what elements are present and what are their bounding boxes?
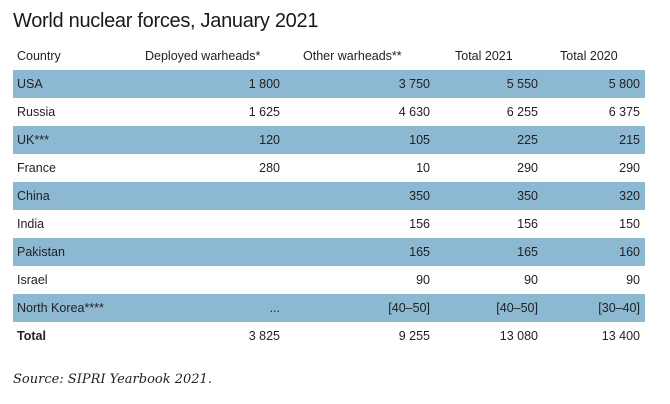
cell-total-2020: 320	[619, 189, 640, 203]
source-note: Source: SIPRI Yearbook 2021.	[13, 372, 212, 387]
cell-country: Russia	[17, 105, 56, 119]
table-row: UK*** 120 105 225 215	[13, 126, 645, 154]
cell-country: India	[17, 217, 45, 231]
header-total-2021: Total 2021	[455, 49, 513, 63]
cell-deployed: 280	[259, 161, 280, 175]
cell-total-2020: 150	[619, 217, 640, 231]
table-header-row: Country Deployed warheads* Other warhead…	[13, 43, 645, 70]
cell-total-2020: 6 375	[608, 105, 640, 119]
cell-total-2021: 156	[517, 217, 538, 231]
table-row: North Korea****... [40–50] [40–50] [30–40]	[13, 294, 645, 322]
cell-total-2021: 5 550	[506, 77, 538, 91]
table-title: World nuclear forces, January 2021	[13, 10, 319, 32]
total-2021: 13 080	[499, 329, 538, 343]
cell-total-2021: 90	[524, 273, 538, 287]
cell-other: 156	[409, 217, 430, 231]
cell-deployed: ...	[269, 301, 280, 315]
cell-other: 90	[416, 273, 430, 287]
table-row: China 350 350 320	[13, 182, 645, 210]
cell-country: Pakistan	[17, 245, 65, 259]
table-row: Israel 90 90 90	[13, 266, 645, 294]
cell-other: 105	[409, 133, 430, 147]
cell-total-2020: 5 800	[608, 77, 640, 91]
header-deployed: Deployed warheads*	[145, 49, 261, 63]
cell-total-2020: 215	[619, 133, 640, 147]
table-row: USA 1 800 3 750 5 550 5 800	[13, 70, 645, 98]
cell-total-2021: 290	[517, 161, 538, 175]
table-row: France 280 10 290 290	[13, 154, 645, 182]
cell-total-2020: 290	[619, 161, 640, 175]
cell-other: [40–50]	[388, 301, 430, 315]
cell-deployed: 1 625	[248, 105, 280, 119]
header-country: Country	[17, 49, 61, 63]
cell-country: Israel	[17, 273, 48, 287]
cell-total-2021: 6 255	[506, 105, 538, 119]
total-label: Total	[17, 329, 46, 343]
cell-country: France	[17, 161, 56, 175]
cell-deployed: 120	[259, 133, 280, 147]
cell-total-2020: [30–40]	[598, 301, 640, 315]
table-row: Russia 1 625 4 630 6 255 6 375	[13, 98, 645, 126]
cell-total-2021: 225	[517, 133, 538, 147]
cell-country: USA	[17, 77, 43, 91]
header-total-2020: Total 2020	[560, 49, 618, 63]
cell-country: UK***	[17, 133, 49, 147]
cell-country: China	[17, 189, 50, 203]
total-other: 9 255	[398, 329, 430, 343]
cell-total-2020: 160	[619, 245, 640, 259]
total-2020: 13 400	[601, 329, 640, 343]
cell-other: 3 750	[398, 77, 430, 91]
header-other: Other warheads**	[303, 49, 402, 63]
cell-country: North Korea****	[17, 301, 104, 315]
cell-total-2021: 350	[517, 189, 538, 203]
cell-deployed: 1 800	[248, 77, 280, 91]
table-row: Pakistan 165 165 160	[13, 238, 645, 266]
total-row: Total 3 825 9 255 13 080 13 400	[13, 322, 645, 350]
nuclear-forces-table: Country Deployed warheads* Other warhead…	[13, 43, 645, 350]
table-row: India 156 156 150	[13, 210, 645, 238]
cell-total-2020: 90	[626, 273, 640, 287]
cell-total-2021: [40–50]	[496, 301, 538, 315]
cell-other: 165	[409, 245, 430, 259]
cell-total-2021: 165	[517, 245, 538, 259]
cell-other: 4 630	[398, 105, 430, 119]
cell-other: 350	[409, 189, 430, 203]
cell-other: 10	[416, 161, 430, 175]
total-deployed: 3 825	[248, 329, 280, 343]
